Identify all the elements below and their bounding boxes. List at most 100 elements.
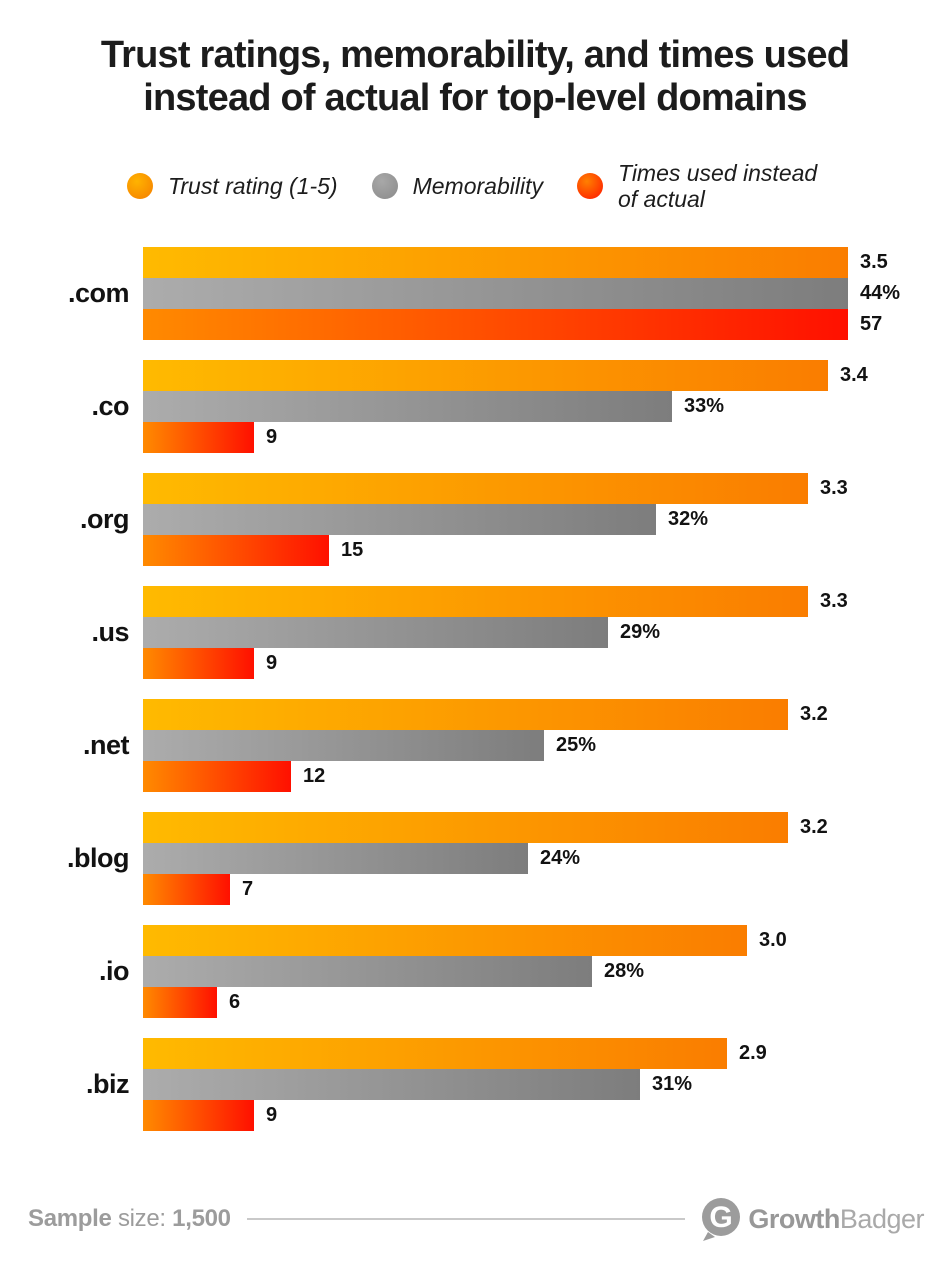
footer-divider-line [246,1218,686,1220]
domain-label: .io [99,956,130,987]
bar [143,730,544,762]
bar-value-label: 6 [229,991,241,1014]
bar-value-label: 28% [604,960,645,983]
bar [143,504,656,536]
domain-bars: 3.3 29% 9 [143,586,950,680]
sample-size-value: 1,500 [172,1205,231,1232]
bar-value-label: 3.0 [759,929,787,952]
bar-row: 9 [143,648,950,680]
bar-row: 57 [143,309,950,341]
bar [143,1069,640,1101]
bar-row: 3.5 [143,247,950,279]
bar-row: 9 [143,422,950,454]
trust-legend-dot-icon [127,173,154,200]
bar-row: 3.0 [143,925,950,957]
bar-value-label: 33% [684,395,725,418]
bar-value-label: 3.3 [820,590,848,613]
growthbadger-logo: G GrowthBadger [701,1196,925,1242]
domain-bars: 2.9 31% 9 [143,1038,950,1132]
bar-value-label: 9 [266,426,278,449]
bar-row: 28% [143,956,950,988]
bar [143,956,592,988]
bar-row: 31% [143,1069,950,1101]
bar [143,648,254,680]
domain-label: .blog [67,843,129,874]
bar [143,247,848,279]
bar-value-label: 57 [860,313,883,336]
growthbadger-logo-icon: G [702,1198,741,1241]
brand-word-badger: Badger [839,1203,925,1234]
bar-row: 29% [143,617,950,649]
bar [143,391,672,423]
domain-bars: 3.2 24% 7 [143,812,950,906]
domain-label: .us [91,617,129,648]
bar [143,1038,727,1070]
legend-label: Trust rating (1-5) [168,172,338,199]
domain-group: .us 3.3 29% 9 [0,586,950,680]
bar-value-label: 3.4 [840,364,868,387]
footer: Sample size: 1,500 G GrowthBadger [28,1196,925,1242]
sample-size-word: Sample [28,1205,112,1232]
bar [143,812,788,844]
domain-group: .net 3.2 25% 12 [0,699,950,793]
domain-bars: 3.0 28% 6 [143,925,950,1019]
bar-row: 25% [143,730,950,762]
bar [143,586,808,618]
domain-label: .com [67,278,130,309]
bar-row: 33% [143,391,950,423]
bar-value-label: 31% [652,1073,693,1096]
domain-bars: 3.4 33% 9 [143,360,950,454]
legend-label: Times used instead of actual [617,159,818,213]
bar-row: 3.4 [143,360,950,392]
domain-group: .org 3.3 32% 15 [0,473,950,567]
bar [143,925,747,957]
bar [143,535,329,567]
bar-row: 9 [143,1100,950,1132]
bar-row: 15 [143,535,950,567]
sample-size-label: size: [111,1205,173,1232]
chart-title: Trust ratings, memorability, and times u… [28,34,922,119]
domain-group: .co 3.4 33% 9 [0,360,950,454]
legend-item-memorability: Memorability [371,172,543,200]
domain-group: .biz 2.9 31% 9 [0,1038,950,1132]
memorability-legend-dot-icon [371,173,398,200]
domain-bars: 3.5 44% 57 [143,247,950,341]
bar-value-label: 3.3 [820,477,848,500]
bar [143,473,808,505]
bar-value-label: 2.9 [739,1042,767,1065]
legend-item-times-used: Times used instead of actual [576,159,823,213]
domain-group: .blog 3.2 24% 7 [0,812,950,906]
legend-label: Memorability [412,172,543,199]
domain-label: .net [82,730,130,761]
bar-value-label: 3.2 [800,816,828,839]
bar-row: 12 [143,761,950,793]
chart-title-line1: Trust ratings, memorability, and times u… [100,34,850,76]
bar-row: 24% [143,843,950,875]
bar [143,874,230,906]
svg-text:G: G [710,1201,733,1234]
bar [143,617,608,649]
chart-title-line2: instead of actual for top-level domains [143,76,807,119]
bar-row: 3.2 [143,812,950,844]
bar-row: 44% [143,278,950,310]
bar-value-label: 9 [266,1104,278,1127]
bar-value-label: 44% [860,282,901,305]
bar-value-label: 3.2 [800,703,828,726]
times-used-legend-dot-icon [576,173,603,200]
bar [143,699,788,731]
bar [143,360,828,392]
domain-bars: 3.2 25% 12 [143,699,950,793]
bar [143,309,848,341]
bar-row: 32% [143,504,950,536]
bar-value-label: 29% [620,621,661,644]
domain-group: .io 3.0 28% 6 [0,925,950,1019]
bar-row: 6 [143,987,950,1019]
bar-value-label: 24% [540,847,581,870]
legend: Trust rating (1-5) Memorability Times us… [0,157,950,215]
bar-row: 3.2 [143,699,950,731]
bar-row: 7 [143,874,950,906]
infographic: Trust ratings, memorability, and times u… [0,34,950,1241]
domain-bars: 3.3 32% 15 [143,473,950,567]
domain-label: .org [80,504,130,535]
bar [143,422,254,454]
